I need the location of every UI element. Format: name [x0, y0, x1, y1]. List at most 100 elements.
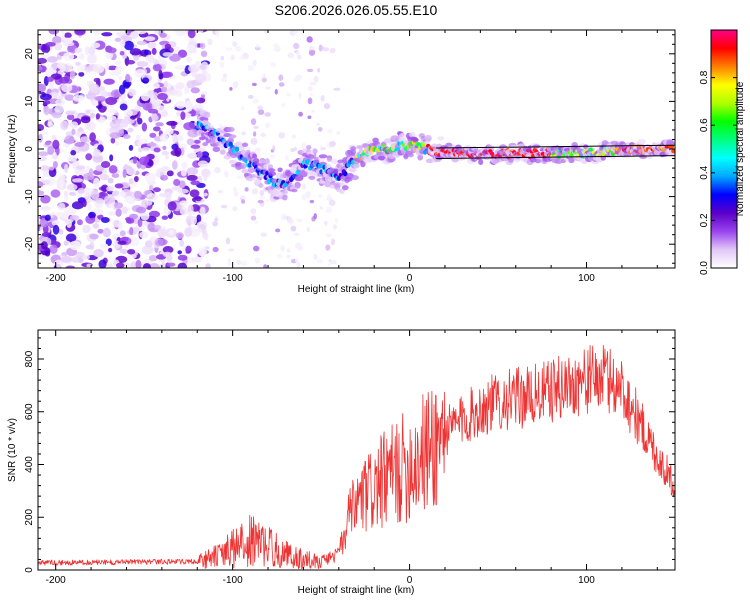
- noise-speckle: [90, 190, 100, 200]
- noise-speckle: [100, 160, 111, 169]
- noise-speckle: [201, 168, 211, 178]
- noise-speckle: [80, 116, 91, 124]
- ridge-halo: [306, 154, 315, 160]
- noise-speckle: [38, 57, 47, 64]
- noise-speckle: [171, 160, 178, 170]
- ridge-core: [343, 171, 348, 177]
- noise-speckle: [248, 94, 254, 99]
- noise-speckle: [330, 259, 338, 265]
- noise-speckle: [177, 49, 188, 58]
- noise-speckle: [280, 245, 286, 252]
- noise-speckle: [293, 76, 301, 82]
- ridge-halo: [268, 171, 277, 177]
- noise-speckle: [149, 132, 157, 138]
- noise-speckle: [105, 97, 118, 106]
- ridge-halo: [350, 148, 357, 156]
- noise-speckle: [163, 80, 169, 88]
- noise-speckle: [52, 35, 62, 45]
- noise-speckle: [214, 217, 218, 222]
- noise-speckle: [124, 40, 134, 51]
- noise-speckle: [75, 61, 81, 66]
- spectrogram-x-label: Height of straight line (km): [298, 284, 415, 295]
- noise-speckle: [64, 135, 75, 145]
- noise-speckle: [139, 138, 148, 144]
- noise-speckle: [74, 47, 83, 54]
- noise-speckle: [307, 85, 313, 92]
- noise-speckle: [104, 195, 115, 204]
- noise-speckle: [156, 168, 165, 173]
- noise-speckle: [119, 248, 129, 255]
- noise-speckle: [39, 165, 51, 171]
- noise-speckle: [177, 262, 188, 268]
- noise-speckle: [177, 134, 184, 142]
- noise-speckle: [201, 69, 208, 74]
- noise-speckle: [199, 42, 206, 50]
- noise-speckle: [212, 221, 218, 227]
- noise-speckle: [262, 73, 266, 78]
- noise-speckle: [278, 82, 285, 87]
- ridge-halo: [282, 194, 288, 201]
- snr-series-line: [38, 344, 675, 570]
- noise-speckle: [84, 45, 90, 56]
- colorbar-tick-label: 0.0: [699, 261, 710, 275]
- noise-speckle: [109, 104, 114, 109]
- noise-speckle: [236, 175, 244, 180]
- noise-speckle: [217, 189, 224, 194]
- noise-speckle: [174, 30, 186, 37]
- noise-speckle: [298, 92, 302, 99]
- colorbar-scale: [711, 30, 737, 268]
- noise-speckle: [55, 99, 66, 106]
- noise-speckle: [43, 178, 56, 187]
- colorbar-tick-label: 0.4: [699, 165, 710, 179]
- noise-speckle: [63, 52, 75, 61]
- noise-speckle: [38, 155, 47, 162]
- noise-speckle: [38, 123, 45, 132]
- noise-speckle: [187, 210, 196, 216]
- noise-speckle: [146, 142, 157, 147]
- noise-speckle: [45, 42, 56, 47]
- noise-speckle: [115, 208, 122, 217]
- noise-speckle: [116, 262, 125, 268]
- ridge-halo: [277, 167, 283, 173]
- noise-speckle: [313, 253, 318, 260]
- noise-speckle: [38, 180, 44, 188]
- noise-speckle: [159, 133, 169, 143]
- ridge-halo: [241, 168, 249, 174]
- noise-speckle: [252, 59, 257, 67]
- spectrogram-y-tick-label: 20: [24, 48, 35, 60]
- ridge-halo: [295, 175, 304, 182]
- noise-speckle: [59, 62, 66, 73]
- noise-speckle: [204, 246, 210, 250]
- ridge-halo: [294, 184, 301, 189]
- noise-speckle: [60, 30, 65, 39]
- noise-speckle: [194, 103, 201, 108]
- noise-speckle: [214, 166, 221, 174]
- noise-speckle: [220, 77, 228, 83]
- noise-speckle: [161, 215, 169, 220]
- noise-speckle: [255, 43, 260, 48]
- noise-speckle: [232, 81, 239, 89]
- ridge-halo: [306, 144, 312, 150]
- ridge-core: [234, 146, 240, 152]
- noise-speckle: [155, 122, 164, 127]
- noise-speckle: [232, 206, 238, 212]
- noise-speckle: [132, 156, 138, 164]
- noise-speckle: [317, 194, 324, 198]
- noise-speckle: [224, 170, 229, 178]
- noise-speckle: [63, 163, 69, 174]
- noise-speckle: [258, 196, 266, 200]
- noise-speckle: [190, 87, 200, 94]
- noise-speckle: [164, 43, 172, 50]
- noise-speckle: [190, 258, 202, 263]
- noise-speckle: [49, 92, 59, 98]
- ridge-halo: [291, 188, 298, 193]
- noise-speckle: [232, 41, 238, 47]
- noise-speckle: [178, 180, 186, 189]
- noise-speckle: [228, 248, 235, 252]
- noise-speckle: [265, 199, 269, 203]
- ridge-halo: [356, 145, 364, 150]
- noise-speckle: [135, 30, 148, 35]
- spectrogram-y-tick-label: 10: [24, 95, 35, 107]
- noise-speckle: [87, 203, 92, 211]
